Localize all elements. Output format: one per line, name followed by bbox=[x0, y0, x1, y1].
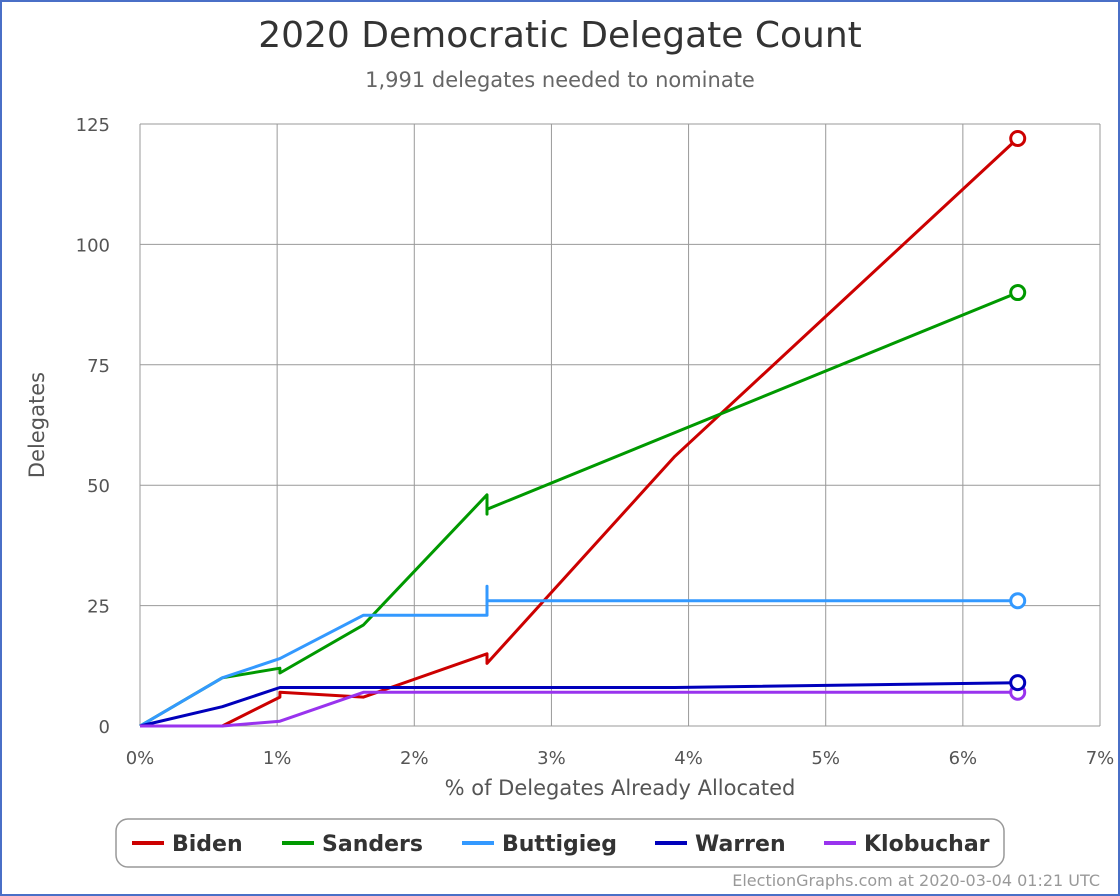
series-line-sanders bbox=[139, 291, 1019, 728]
x-tick-label: 5% bbox=[811, 748, 840, 769]
x-tick-label: 7% bbox=[1086, 748, 1115, 769]
y-tick-label: 50 bbox=[87, 476, 110, 497]
y-tick-label: 125 bbox=[76, 115, 110, 136]
series-end-markers bbox=[1009, 129, 1027, 701]
x-tick-label: 6% bbox=[949, 748, 978, 769]
x-axis-ticks: 0% 1% 2% 3% 4% 5% 6% 7% bbox=[126, 748, 1115, 769]
series-end-marker-sanders bbox=[1009, 284, 1027, 302]
y-axis-ticks: 0 25 50 75 100 125 bbox=[76, 115, 110, 738]
y-tick-label: 75 bbox=[87, 356, 110, 377]
legend: Biden Sanders Buttigieg Warren Klobuchar bbox=[115, 818, 1005, 868]
x-tick-label: 3% bbox=[537, 748, 566, 769]
x-tick-label: 2% bbox=[400, 748, 429, 769]
chart-title: 2020 Democratic Delegate Count bbox=[258, 15, 862, 56]
series-line-warren bbox=[139, 681, 1018, 728]
series-lines bbox=[139, 137, 1019, 728]
chart-subtitle: 1,991 delegates needed to nominate bbox=[365, 68, 755, 92]
x-tick-label: 1% bbox=[263, 748, 292, 769]
series-line-buttigieg bbox=[139, 584, 1018, 728]
legend-item-warren[interactable]: Warren bbox=[695, 832, 786, 857]
x-tick-label: 0% bbox=[126, 748, 155, 769]
y-tick-label: 0 bbox=[99, 717, 110, 738]
series-end-marker-biden bbox=[1009, 129, 1027, 147]
credits[interactable]: ElectionGraphs.com at 2020-03-04 01:21 U… bbox=[732, 871, 1100, 890]
x-tick-label: 4% bbox=[674, 748, 703, 769]
y-axis-title: Delegates bbox=[25, 372, 49, 478]
grid-lines bbox=[139, 123, 1101, 727]
series-end-marker-buttigieg bbox=[1009, 592, 1027, 610]
legend-box bbox=[115, 818, 1005, 868]
y-tick-label: 100 bbox=[76, 235, 110, 256]
series-end-marker-warren bbox=[1009, 674, 1027, 692]
series-line-klobuchar bbox=[140, 690, 1018, 728]
series-line-biden bbox=[140, 137, 1019, 728]
legend-item-klobuchar[interactable]: Klobuchar bbox=[864, 832, 990, 857]
legend-item-buttigieg[interactable]: Buttigieg bbox=[502, 832, 617, 857]
legend-item-biden[interactable]: Biden bbox=[172, 832, 243, 857]
legend-item-sanders[interactable]: Sanders bbox=[322, 832, 423, 857]
x-axis-title: % of Delegates Already Allocated bbox=[445, 776, 796, 800]
y-tick-label: 25 bbox=[87, 597, 110, 618]
